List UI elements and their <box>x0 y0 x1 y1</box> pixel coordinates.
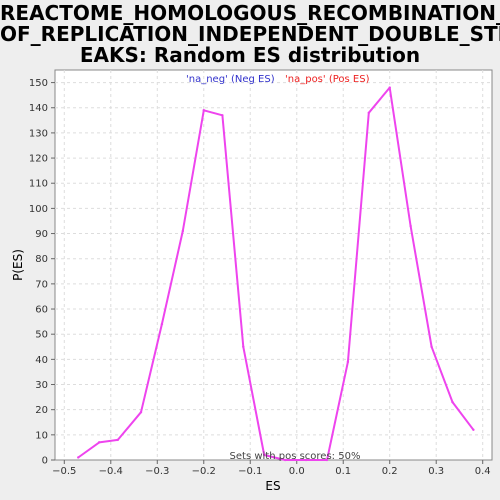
x-axis-title: ES <box>265 479 280 493</box>
y-tick-label: 50 <box>35 330 48 341</box>
x-tick-label: −0.4 <box>99 466 123 477</box>
data-point <box>304 458 308 462</box>
data-point <box>202 109 205 112</box>
y-tick-label: 30 <box>35 380 48 391</box>
legend-neg: 'na_neg' (Neg ES) <box>186 74 275 85</box>
x-tick-label: −0.1 <box>238 466 262 477</box>
x-tick-label: 0.3 <box>428 466 444 477</box>
y-axis-title: P(ES) <box>11 249 25 281</box>
data-point <box>221 114 224 117</box>
data-point <box>430 345 433 348</box>
es-distribution-line <box>77 86 475 461</box>
x-tick-label: 0.1 <box>335 466 351 477</box>
x-tick-label: −0.2 <box>192 466 216 477</box>
axis-ticks: 0 10 20 30 40 50 60 70 80 90 100 110 120 130 140 150 −0.… <box>29 78 491 477</box>
grid-lines <box>55 70 492 460</box>
data-point <box>160 322 164 326</box>
chart-title-line-2: OF_REPLICATION_INDEPENDENT_DOUBLE_STRAND… <box>0 22 500 46</box>
y-tick-label: 70 <box>35 279 48 290</box>
data-point <box>346 360 350 364</box>
y-tick-label: 130 <box>29 128 48 139</box>
y-tick-label: 20 <box>35 405 48 416</box>
plot-area <box>54 69 493 461</box>
chart-title-line-3: EAKS: Random ES distribution <box>79 43 421 67</box>
data-point <box>409 224 412 228</box>
data-point <box>181 229 185 233</box>
data-point <box>472 428 475 432</box>
x-tick-label: 0.2 <box>382 466 398 477</box>
y-tick-label: 100 <box>29 204 48 215</box>
data-point <box>242 345 245 348</box>
y-tick-label: 60 <box>35 305 48 316</box>
data-point <box>325 458 329 462</box>
x-tick-label: −0.5 <box>52 466 76 477</box>
data-point <box>367 111 371 114</box>
y-tick-label: 150 <box>29 78 48 89</box>
x-tick-label: 0.0 <box>289 466 305 477</box>
pos-score-annotation: Sets with pos scores: 50% <box>230 451 361 462</box>
data-point <box>263 453 266 457</box>
data-point <box>97 441 101 444</box>
y-tick-label: 140 <box>29 103 48 114</box>
y-tick-label: 40 <box>35 355 48 366</box>
x-tick-label: −0.3 <box>145 466 169 477</box>
series-layer <box>77 86 475 462</box>
x-tick-label: 0.4 <box>475 466 491 477</box>
legend-pos: 'na_pos' (Pos ES) <box>285 74 370 85</box>
data-point <box>388 86 391 89</box>
y-tick-label: 120 <box>29 154 48 165</box>
y-tick-label: 110 <box>29 179 48 190</box>
y-tick-label: 10 <box>35 430 48 441</box>
data-point <box>283 458 287 462</box>
data-point <box>139 410 143 414</box>
y-tick-label: 0 <box>42 456 48 467</box>
data-point <box>116 438 119 442</box>
y-tick-label: 90 <box>35 229 48 240</box>
data-point <box>451 400 454 404</box>
data-point <box>77 456 80 459</box>
chart-title-line-1: REACTOME_HOMOLOGOUS_RECOMBINATION_REPAIR… <box>0 1 500 25</box>
y-tick-label: 80 <box>35 254 48 265</box>
